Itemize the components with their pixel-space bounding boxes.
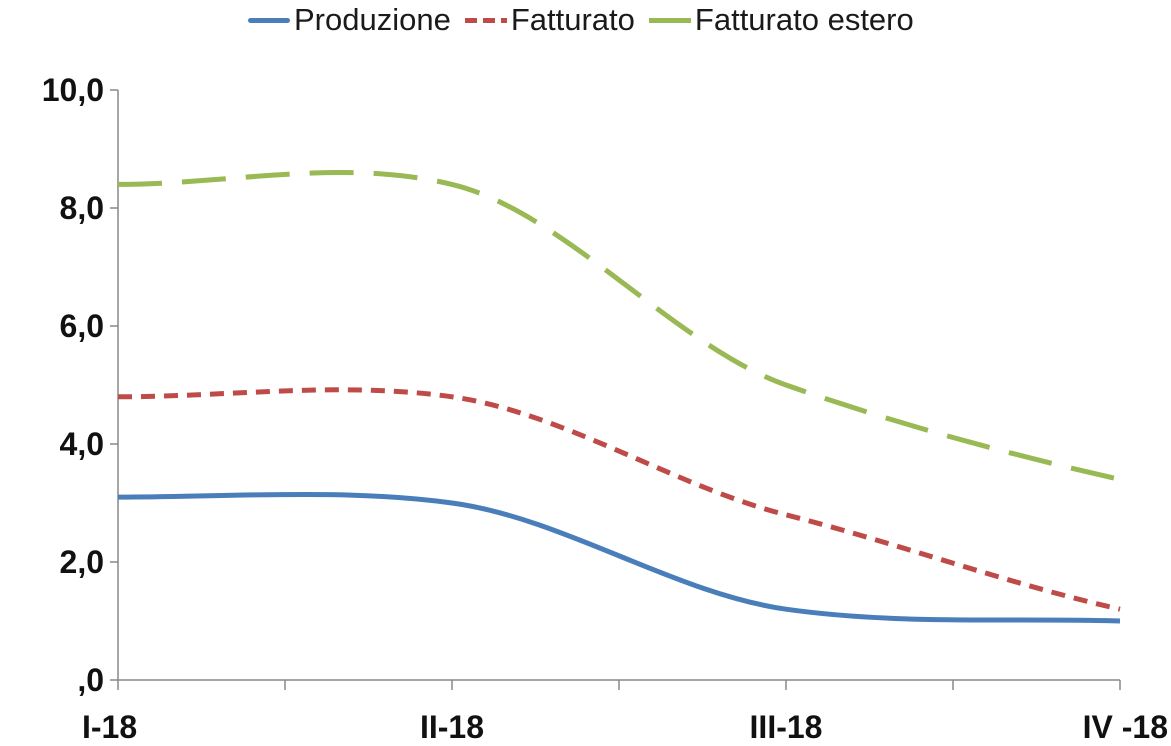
legend-swatch-fatturato (464, 17, 507, 23)
legend-swatch-produzione (248, 17, 290, 23)
x-tick-label: II-18 (420, 709, 484, 745)
series-line-fatturato-estero (117, 170, 1121, 482)
y-tick-label: 8,0 (60, 190, 104, 226)
legend-label-produzione: Produzione (294, 2, 451, 37)
legend-item-fatturato: Fatturato (464, 2, 635, 38)
y-tick-label: ,0 (77, 662, 104, 698)
legend-item-produzione: Produzione (248, 2, 451, 38)
x-tick-label: III-18 (750, 709, 823, 745)
legend-label-fatturato: Fatturato (510, 2, 635, 37)
x-tick-label: IV -18 (1083, 709, 1168, 745)
series-line-produzione (117, 491, 1121, 624)
chart-legend: Produzione Fatturato Fatturato estero (248, 2, 928, 38)
legend-swatch-fatturato-estero (648, 17, 691, 23)
y-tick-label: 2,0 (60, 544, 104, 580)
legend-item-fatturato-estero: Fatturato estero (648, 2, 914, 38)
y-tick-label: 6,0 (60, 308, 104, 344)
series-line-fatturato (117, 387, 1121, 612)
y-tick-label: 10,0 (42, 72, 104, 108)
y-tick-label: 4,0 (60, 426, 104, 462)
legend-label-fatturato-estero: Fatturato estero (694, 2, 914, 37)
x-tick-label: I-18 (82, 709, 137, 745)
